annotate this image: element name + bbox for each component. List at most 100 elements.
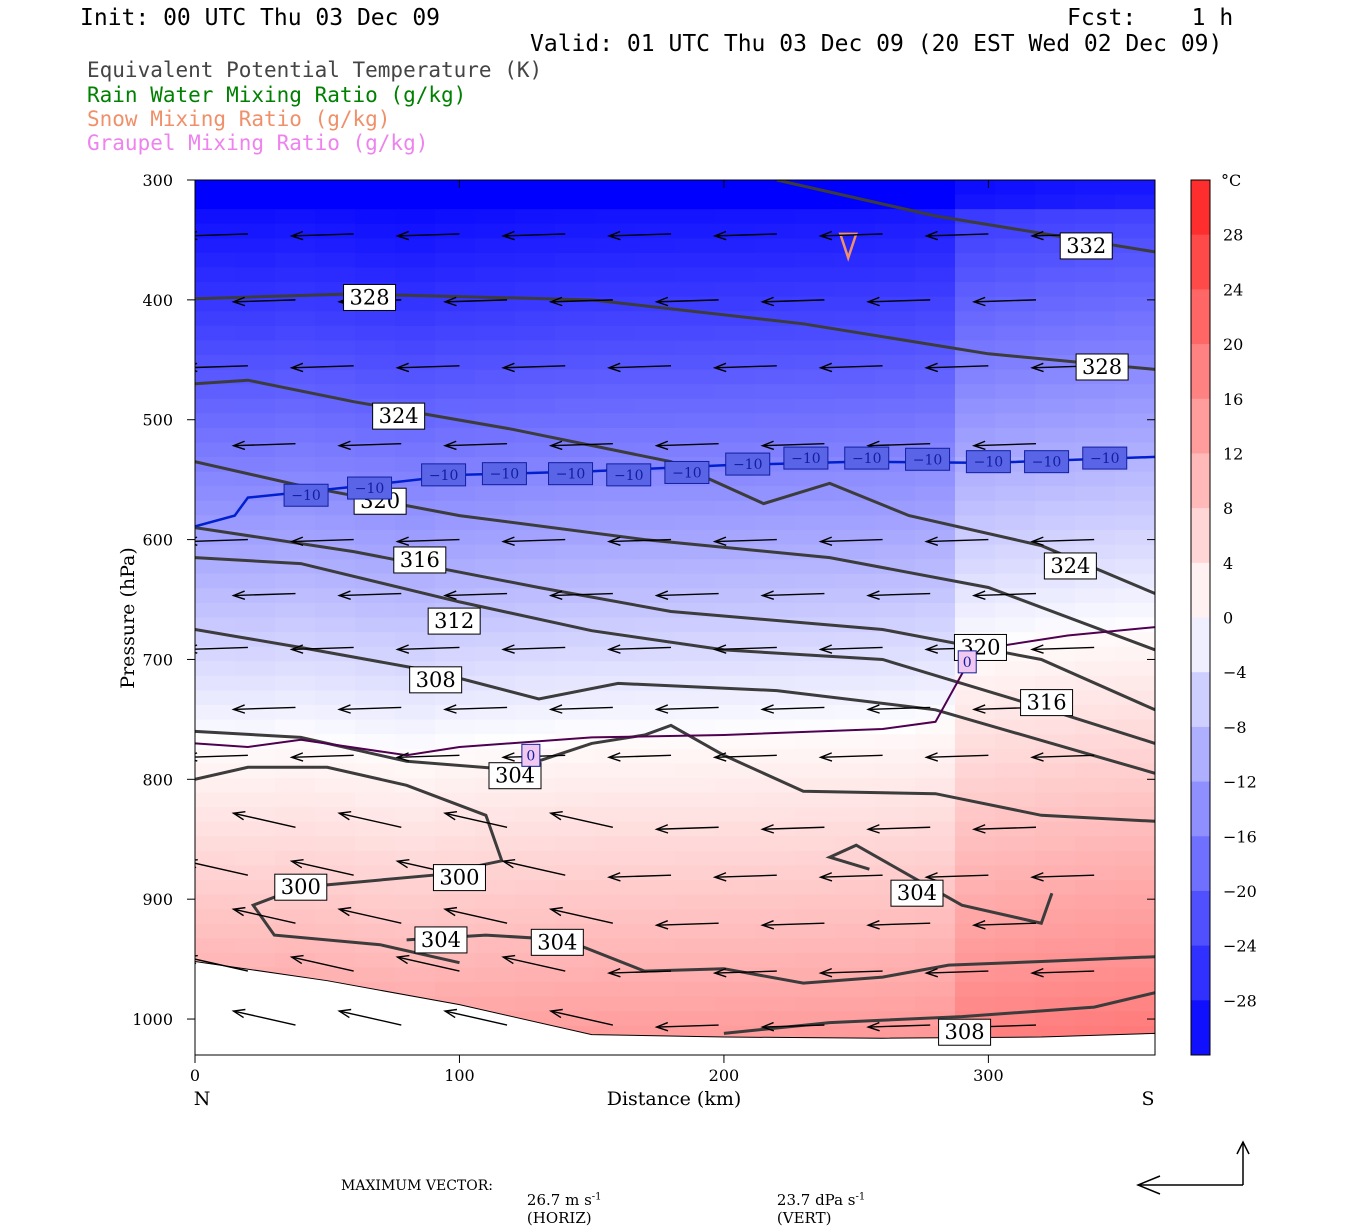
temp-cell xyxy=(1035,369,1076,385)
temp-cell xyxy=(955,355,996,371)
temp-cell xyxy=(435,486,476,502)
temp-cell xyxy=(595,559,636,575)
temp-cell xyxy=(555,325,596,342)
wind-vector xyxy=(926,970,989,974)
wind-arrowhead xyxy=(924,536,939,547)
temp-cell xyxy=(1115,748,1155,764)
temp-cell xyxy=(675,894,716,910)
temp-cell xyxy=(315,457,356,473)
temp-cell xyxy=(595,865,636,881)
temp-cell xyxy=(235,311,276,327)
temp-cell xyxy=(1035,282,1076,298)
temp-cell xyxy=(355,617,396,633)
temp-cell xyxy=(315,807,356,823)
temp-cell xyxy=(1075,398,1116,414)
theta-e-label-box xyxy=(427,607,481,635)
wind-vector xyxy=(868,826,931,830)
temp-cell xyxy=(635,850,676,867)
temp-cell xyxy=(995,880,1036,896)
max-vector-horiz: 26.7 m s-1 (HORIZ) xyxy=(518,1175,602,1227)
y-tick-label: 900 xyxy=(142,890,173,909)
temp-cell xyxy=(1115,544,1155,560)
temp-cell xyxy=(275,340,316,356)
temp-cell xyxy=(995,515,1036,531)
temp-cell xyxy=(315,325,356,342)
isotherm-label: −10 xyxy=(490,467,520,483)
temp-cell xyxy=(715,296,756,312)
temp-cell xyxy=(635,1011,676,1027)
temp-cell xyxy=(835,180,876,196)
temp-cell xyxy=(1115,209,1155,225)
temp-cell xyxy=(915,238,956,254)
wind-vector xyxy=(926,874,989,878)
theta-e-label-box xyxy=(432,864,486,892)
wind-vector xyxy=(195,233,248,237)
temp-cell xyxy=(595,282,636,298)
temp-cell xyxy=(355,515,396,531)
temp-cell xyxy=(315,850,356,867)
temp-cell xyxy=(835,938,876,954)
isotherm-label-box xyxy=(481,462,527,486)
temp-cell xyxy=(515,340,556,356)
max-vector-label: MAXIMUM VECTOR: xyxy=(341,1178,493,1194)
temp-cell xyxy=(875,690,916,706)
temp-cell xyxy=(995,821,1036,837)
temp-cell xyxy=(675,573,716,589)
theta-e-label: 328 xyxy=(1082,355,1122,379)
temp-cell xyxy=(195,661,236,677)
temp-cell xyxy=(235,282,276,298)
temp-cell xyxy=(435,632,476,648)
temp-cell xyxy=(675,836,716,852)
temp-cell xyxy=(875,807,916,823)
wind-vector xyxy=(550,442,613,447)
temp-cell xyxy=(715,602,756,619)
temp-cell xyxy=(515,296,556,312)
temp-cell xyxy=(1075,311,1116,327)
wind-arrowhead xyxy=(443,296,457,307)
temp-cell xyxy=(1075,923,1116,939)
temp-cell xyxy=(675,777,716,794)
temp-cell xyxy=(475,442,516,458)
temp-cell xyxy=(195,398,236,414)
temp-cell xyxy=(755,996,796,1012)
isotherm-label-box xyxy=(965,450,1011,474)
temp-cell xyxy=(995,996,1036,1012)
wind-arrowhead xyxy=(712,752,727,762)
temp-cell xyxy=(1035,836,1076,852)
temp-cell xyxy=(555,530,596,546)
temp-cell xyxy=(515,719,556,735)
wind-arrowhead xyxy=(1030,230,1044,241)
temp-cell xyxy=(995,559,1036,575)
wind-vector xyxy=(609,538,672,543)
temp-cell xyxy=(1075,530,1116,546)
wind-vector xyxy=(444,812,508,828)
wind-arrowhead xyxy=(443,811,458,821)
wind-arrowhead xyxy=(395,362,410,373)
temp-cell xyxy=(475,223,516,239)
wind-arrowhead xyxy=(1030,872,1044,882)
temp-cell xyxy=(595,355,636,371)
temp-cell xyxy=(595,982,636,998)
temp-cell xyxy=(675,282,716,298)
temp-cell xyxy=(835,515,876,531)
temp-cell xyxy=(475,282,516,298)
temp-cell xyxy=(355,661,396,677)
temp-cell xyxy=(355,311,396,327)
temp-cell xyxy=(955,427,996,444)
temp-cell xyxy=(1075,880,1116,896)
temp-cell xyxy=(595,573,636,589)
temp-cell xyxy=(315,530,356,546)
temp-cell xyxy=(315,821,356,837)
theta-e-label-box xyxy=(1059,232,1113,260)
theta-e-label-box xyxy=(530,928,584,956)
temp-cell xyxy=(395,384,436,400)
temp-cell xyxy=(715,1011,756,1027)
temp-cell xyxy=(515,530,556,546)
temp-cell xyxy=(1035,675,1076,692)
temp-cell xyxy=(355,544,396,560)
temp-cell xyxy=(1035,500,1076,517)
temp-cell xyxy=(475,821,516,837)
temp-cell xyxy=(915,763,956,779)
temp-cell xyxy=(595,777,636,794)
x-tick-label: 200 xyxy=(709,1066,740,1085)
